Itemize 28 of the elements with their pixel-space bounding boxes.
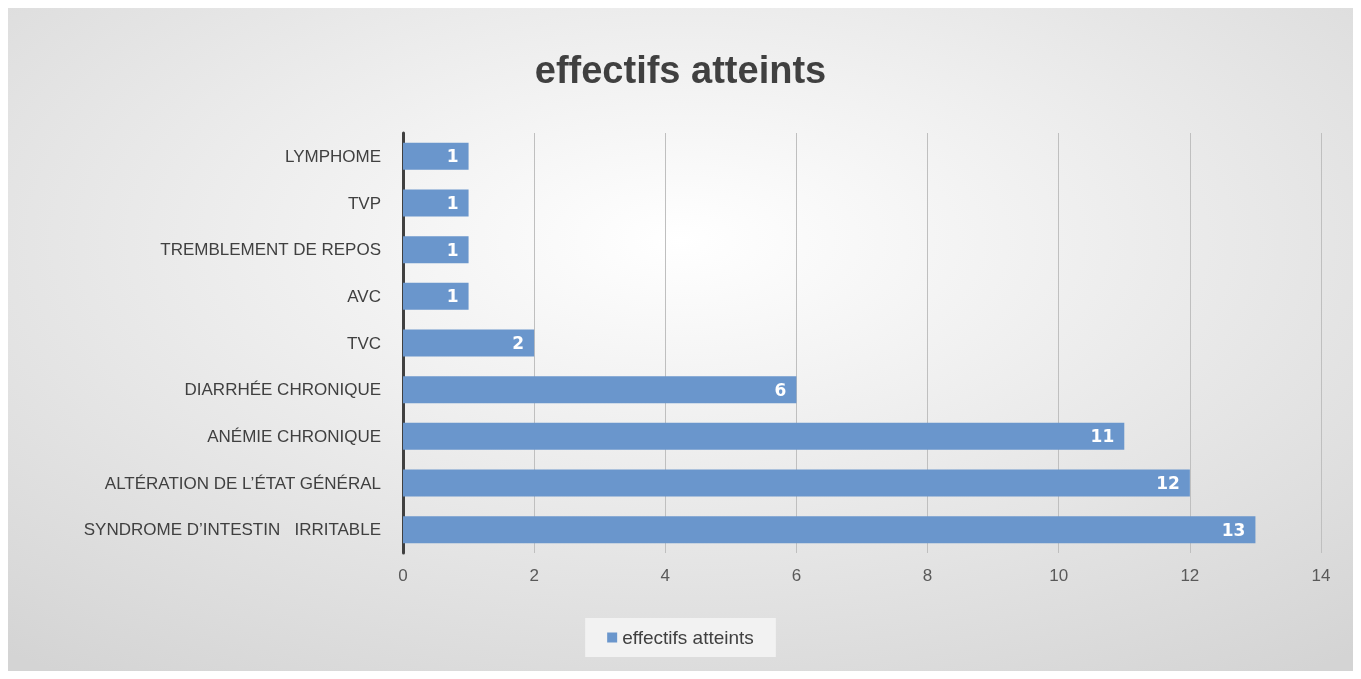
data-label: 13 (1221, 519, 1246, 540)
legend-label: effectifs atteints (622, 627, 754, 648)
data-label: 1 (446, 146, 459, 167)
x-tick-label: 8 (922, 566, 933, 585)
data-label: 12 (1156, 473, 1180, 493)
y-tick-label: TVP (347, 193, 381, 213)
x-tick-label: 4 (660, 566, 671, 585)
data-label: 2 (512, 333, 525, 353)
x-tick-label: 10 (1049, 566, 1069, 585)
x-tick-label: 6 (791, 566, 802, 585)
y-tick-label: DIARRHÉE CHRONIQUE (184, 380, 381, 400)
data-label: 1 (446, 286, 459, 307)
chart-title: effectifs atteints (534, 49, 827, 91)
x-tick-label: 0 (398, 566, 408, 585)
data-label: 6 (774, 379, 787, 400)
x-tick-label: 12 (1180, 566, 1200, 585)
y-tick-label: ANÉMIE CHRONIQUE (207, 426, 381, 446)
data-label: 1 (446, 239, 459, 260)
y-tick-label: ALTÉRATION DE L’ÉTAT GÉNÉRAL (104, 473, 381, 493)
y-tick-label: SYNDROME D’INTESTIN IRRITABLE (83, 520, 381, 540)
y-tick-label: AVC (347, 286, 381, 306)
x-tick-label: 14 (1311, 566, 1331, 585)
data-label: 1 (446, 193, 459, 213)
data-label: 11 (1090, 426, 1115, 447)
y-tick-label: LYMPHOME (284, 146, 381, 166)
y-tick-label: TREMBLEMENT DE REPOS (160, 240, 381, 260)
y-tick-label: TVC (347, 333, 381, 353)
x-tick-label: 2 (529, 566, 539, 585)
